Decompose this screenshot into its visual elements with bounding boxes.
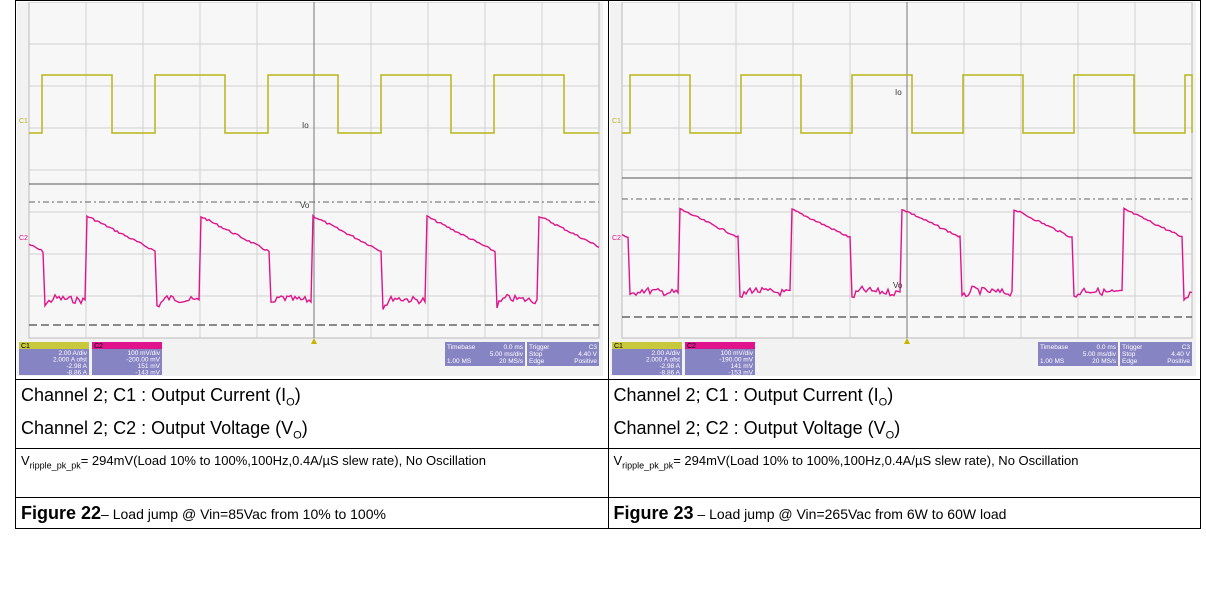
timebase-text: 1.00 MS (447, 358, 472, 365)
caption-end: ) (302, 418, 308, 438)
caption-sub: O (293, 429, 302, 441)
ripple-text-end: = 294mV(Load 10% to 100%,100Hz,0.4A/µS s… (81, 453, 486, 468)
caption-sub: O (879, 397, 888, 409)
trigger-text: Edge (1122, 358, 1138, 365)
timebase-text: Timebase (447, 344, 476, 351)
page: {"figures": [ {"scope": {"c1": {"tag": "… (0, 0, 1206, 598)
timebase-text: 0.0 ms (503, 344, 523, 351)
channel-tag: C1 (614, 343, 623, 350)
caption-line: Channel 2; C2 : Output Voltage (VO) (614, 416, 1196, 449)
trigger-text: Positive (574, 358, 597, 365)
caption-line: Channel 2; C2 : Output Voltage (VO) (21, 416, 603, 449)
trigger-text: Stop (529, 351, 543, 358)
timebase-text: 20 MS/s (499, 358, 524, 365)
trigger-text: Stop (1122, 351, 1136, 358)
caption-line: Channel 2; C1 : Output Current (IO) (614, 383, 1196, 416)
trigger-text: C3 (589, 344, 598, 351)
caption: Channel 2; C2 : Output Voltage (V (21, 418, 293, 438)
caption-line: Channel 2; C1 : Output Current (IO) (21, 383, 603, 416)
ripple-text-sub: ripple_pk_pk (30, 461, 81, 471)
channel-marker: C1 (19, 118, 28, 125)
figure-text: – Load jump @ Vin=85Vac from 10% to 100% (101, 506, 386, 522)
channel-value: -153 mV (728, 370, 753, 377)
timebase-text: 1.00 MS (1040, 358, 1065, 365)
timebase-text: 0.0 ms (1096, 344, 1116, 351)
channel-marker: C1 (612, 118, 621, 125)
trigger-text: Edge (529, 358, 545, 365)
ripple-text: V (21, 453, 30, 468)
ripple-cell: Vripple_pk_pk= 294mV(Load 10% to 100%,10… (16, 449, 609, 498)
ripple-text-end: = 294mV(Load 10% to 100%,100Hz,0.4A/µS s… (673, 453, 1078, 468)
timebase-text: 5.00 ms/div (1082, 351, 1116, 358)
channel-tag: C2 (94, 343, 103, 350)
caption: Channel 2; C1 : Output Current (I (21, 385, 286, 405)
timebase-text: 5.00 ms/div (490, 351, 524, 358)
figure-cell: Figure 22– Load jump @ Vin=85Vac from 10… (16, 498, 609, 529)
caption-end: ) (894, 418, 900, 438)
trigger-text: 4.40 V (578, 351, 597, 358)
trace-label: Vo (300, 201, 310, 210)
trace-label: Io (895, 88, 902, 97)
figure-label: Figure 23 (614, 503, 694, 523)
ripple-cell: Vripple_pk_pk= 294mV(Load 10% to 100%,10… (608, 449, 1201, 498)
caption-end: ) (295, 385, 301, 405)
caption-cell: Channel 2; C1 : Output Current (IO)Chann… (16, 380, 609, 449)
figure-label: Figure 22 (21, 503, 101, 523)
trigger-text: Trigger (1122, 344, 1143, 351)
channel-tag: C2 (687, 343, 696, 350)
trigger-text: C3 (1181, 344, 1190, 351)
caption-end: ) (887, 385, 893, 405)
channel-tag: C1 (21, 343, 30, 350)
channel-value: -8.86 A (66, 370, 87, 377)
trigger-text: Trigger (529, 344, 550, 351)
channel-marker: C2 (612, 235, 621, 242)
trace-label: Io (302, 121, 309, 130)
channel-value: -8.86 A (659, 370, 680, 377)
timebase-text: 20 MS/s (1092, 358, 1117, 365)
channel-value: -143 mV (135, 370, 160, 377)
timebase-text: Timebase (1040, 344, 1069, 351)
trigger-text: 4.40 V (1171, 351, 1190, 358)
ripple-text: V (614, 453, 623, 468)
ripple-text-sub: ripple_pk_pk (622, 461, 673, 471)
figure-text: – Load jump @ Vin=265Vac from 6W to 60W … (694, 506, 1007, 522)
caption-sub: O (886, 429, 895, 441)
caption: Channel 2; C1 : Output Current (I (614, 385, 879, 405)
trace-label: Vo (893, 281, 903, 290)
figure-cell: Figure 23 – Load jump @ Vin=265Vac from … (608, 498, 1201, 529)
caption-cell: Channel 2; C1 : Output Current (IO)Chann… (608, 380, 1201, 449)
caption-sub: O (286, 397, 295, 409)
trigger-text: Positive (1167, 358, 1190, 365)
channel-marker: C2 (19, 235, 28, 242)
caption: Channel 2; C2 : Output Voltage (V (614, 418, 886, 438)
